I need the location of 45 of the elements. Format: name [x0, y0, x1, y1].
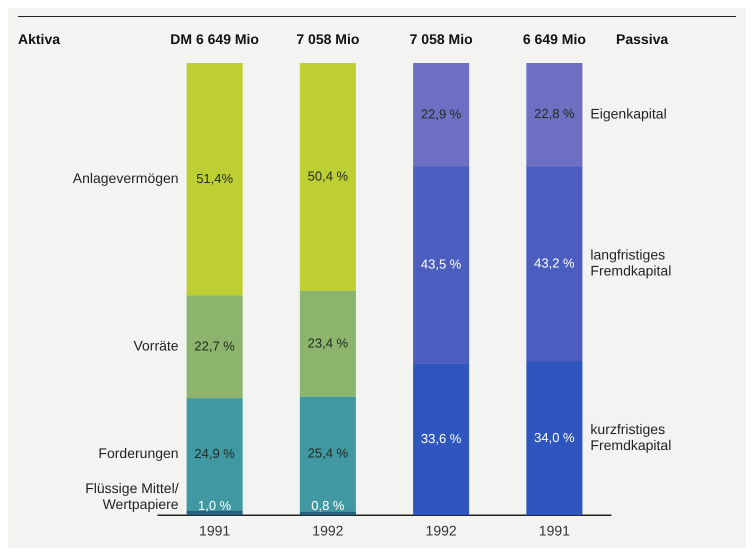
- text: 7 058 Mio: [296, 31, 360, 47]
- series-label: Flüssige Mittel/ Wertpapiere: [85, 480, 179, 512]
- bar: [186, 295, 243, 398]
- bar: [526, 166, 582, 362]
- data-label: 50,4 %: [308, 168, 349, 184]
- x-tick-label: 1992: [426, 522, 457, 538]
- bar: [300, 63, 356, 291]
- series-label: Eigenkapital: [590, 105, 667, 122]
- data-label: 43,5 %: [420, 256, 462, 272]
- text: DM 6 649 Mio: [170, 31, 259, 47]
- data-label: 0,8 %: [311, 498, 345, 513]
- series-label: kurzfristiges Fremdkapital: [590, 421, 672, 454]
- bar: [526, 63, 582, 166]
- bar: [300, 396, 356, 512]
- data-label: 22,9 %: [420, 106, 462, 122]
- bar: [413, 63, 470, 167]
- text: Passiva: [616, 31, 668, 47]
- data-label: 23,4 %: [308, 335, 349, 350]
- series-label: langfristiges Fremdkapital: [590, 246, 672, 279]
- data-label: 1,0 %: [198, 498, 232, 513]
- data-label: 33,6 %: [420, 430, 462, 446]
- data-label: 25,4 %: [308, 446, 349, 461]
- data-label: 34,0 %: [534, 430, 576, 445]
- text: Aktiva: [18, 31, 60, 47]
- x-tick-label: 1992: [312, 522, 344, 538]
- data-label: 51,4%: [196, 170, 234, 186]
- data-label: 22,8 %: [534, 106, 576, 122]
- bar: [300, 512, 356, 516]
- bar: [300, 290, 356, 397]
- series-label: Forderungen: [98, 445, 179, 462]
- bar: [186, 398, 243, 511]
- data-label: 24,9 %: [194, 446, 236, 461]
- bar: [186, 63, 243, 296]
- series-label: Anlagevermögen: [72, 170, 179, 186]
- text: 6 649 Mio: [522, 31, 586, 47]
- bar: [186, 510, 243, 516]
- series-label: Vorräte: [133, 338, 179, 354]
- bar: [413, 363, 470, 516]
- x-tick-label: 1991: [538, 522, 570, 538]
- bar: [413, 166, 470, 364]
- text: 7 058 Mio: [410, 31, 473, 47]
- data-label: 22,7 %: [194, 338, 236, 354]
- bar: [526, 361, 582, 516]
- x-tick-label: 1991: [199, 522, 230, 538]
- data-label: 43,2 %: [534, 255, 576, 270]
